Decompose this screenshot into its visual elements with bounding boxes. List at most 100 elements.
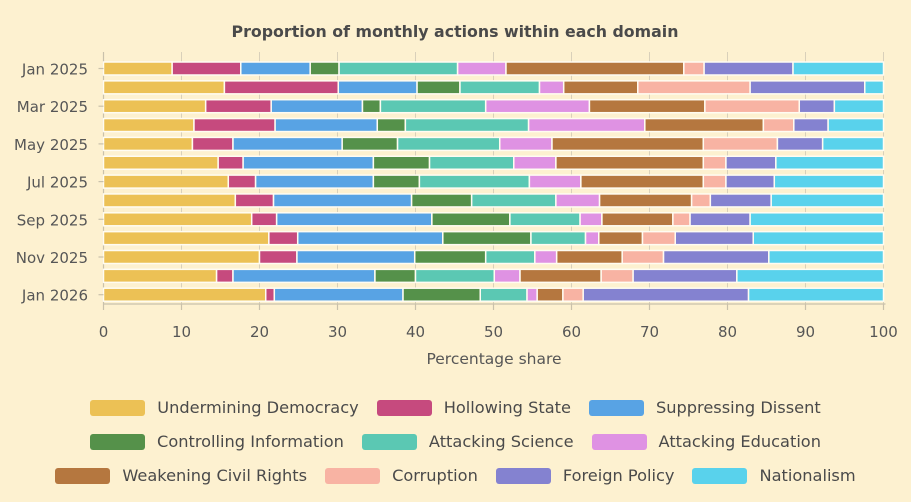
bar-segment [704, 98, 801, 114]
legend-swatch [692, 467, 748, 484]
bar-segment [600, 268, 634, 284]
bar-segment [762, 117, 795, 133]
bar-segment [102, 136, 194, 152]
bar-segment [102, 61, 173, 76]
bar-segment [470, 193, 557, 208]
bar-segment [337, 80, 418, 95]
bar-segment [536, 287, 564, 302]
y-tick-label: Nov 2025 [16, 249, 88, 267]
bar-segment [530, 230, 587, 246]
bar-segment [792, 61, 885, 76]
legend-label: Nationalism [759, 466, 856, 485]
bar-segment [296, 249, 416, 265]
legend-label: Foreign Policy [562, 466, 675, 485]
x-tick-label: 70 [640, 323, 659, 341]
bar-segment [479, 287, 528, 302]
legend-swatch [90, 399, 146, 416]
bar-segment [674, 230, 754, 246]
bar-segment [703, 61, 794, 76]
bar-segment [621, 249, 665, 265]
legend-swatch [376, 399, 432, 416]
bar-segment [601, 212, 674, 227]
bar-segment [562, 80, 639, 95]
y-tick-label: Jan 2026 [21, 287, 88, 305]
bar-segment [264, 287, 276, 302]
bar-segment [484, 249, 536, 265]
legend-swatch [588, 399, 644, 416]
bar-segment [396, 136, 501, 152]
bar-segment [254, 174, 375, 189]
bar-segment [584, 230, 600, 246]
bar-segment [775, 155, 885, 170]
legend-swatch [55, 467, 111, 484]
bar-segment [274, 117, 379, 133]
legend-label: Attacking Education [658, 432, 821, 451]
bar-segment [538, 80, 565, 95]
bar-segment [505, 61, 685, 76]
legend-row: Controlling Information Attacking Science… [0, 429, 911, 454]
x-tick-label: 0 [99, 323, 109, 341]
legend-label: Weakening Civil Rights [122, 466, 308, 485]
legend-row: Weakening Civil Rights Corruption Foreign … [0, 463, 911, 488]
bar-segment [413, 249, 487, 265]
bar-segment [864, 80, 885, 95]
legend-label: Hollowing State [443, 398, 571, 417]
bar-segment [242, 155, 375, 170]
legend-swatch [325, 467, 381, 484]
bar-segment [102, 249, 261, 265]
bar-segment [102, 80, 226, 95]
bar-segment [773, 174, 885, 189]
bar-segment [240, 61, 311, 76]
bar-segment [372, 174, 421, 189]
y-tick-label: Sep 2025 [17, 211, 88, 229]
bar-segment [338, 61, 459, 76]
bar-segment [102, 155, 219, 170]
bar-segment [275, 212, 433, 227]
bar-segment [709, 193, 772, 208]
bar-segment [736, 268, 885, 284]
bar-segment [102, 117, 195, 133]
bar-segment [579, 212, 603, 227]
bar-segment [361, 98, 382, 114]
bar-segment [493, 268, 521, 284]
legend-label: Undermining Democracy [157, 398, 359, 417]
bar-segment [672, 212, 691, 227]
y-tick-label: Jan 2025 [21, 61, 88, 79]
bar-segment [793, 117, 829, 133]
legend-label: Controlling Information [157, 432, 344, 451]
legend: Undermining Democracy Hollowing State Supp… [0, 395, 911, 488]
bar-segment [223, 80, 340, 95]
bar-segment [526, 287, 538, 302]
bar-segment [770, 193, 885, 208]
chart-title: Proportion of monthly actions within eac… [232, 22, 679, 41]
bar-segment [519, 268, 602, 284]
legend-item: Undermining Democracy [90, 398, 359, 417]
bar-segment [232, 136, 343, 152]
bar-segment [644, 117, 765, 133]
legend-item: Controlling Information [90, 432, 344, 451]
bar-segment [821, 136, 885, 152]
bar-segment [534, 249, 558, 265]
bar-segment [376, 117, 407, 133]
bar-segment [204, 98, 272, 114]
bar-segment [725, 174, 776, 189]
bar-segment [191, 136, 234, 152]
bar-segment [341, 136, 399, 152]
y-axis-ticks: Jan 2025 Mar 2025 May 2025 Jul 2025 Sep 2025… [14, 61, 104, 305]
legend-item: Suppressing Dissent [588, 398, 821, 417]
legend-item: Nationalism [692, 466, 856, 485]
x-tick-label: 30 [328, 323, 347, 341]
legend-item: Weakening Civil Rights [55, 466, 307, 485]
bar-segment [102, 174, 230, 189]
legend-label: Attacking Science [428, 432, 574, 451]
bar-segment [372, 155, 431, 170]
bar-segment [689, 212, 751, 227]
bar-segment [102, 230, 270, 246]
legend-item: Foreign Policy [495, 466, 675, 485]
bar-segment [272, 193, 413, 208]
bar-segment [217, 155, 244, 170]
legend-item: Attacking Education [591, 432, 821, 451]
bar-segment [418, 174, 531, 189]
bar-segment [232, 268, 376, 284]
